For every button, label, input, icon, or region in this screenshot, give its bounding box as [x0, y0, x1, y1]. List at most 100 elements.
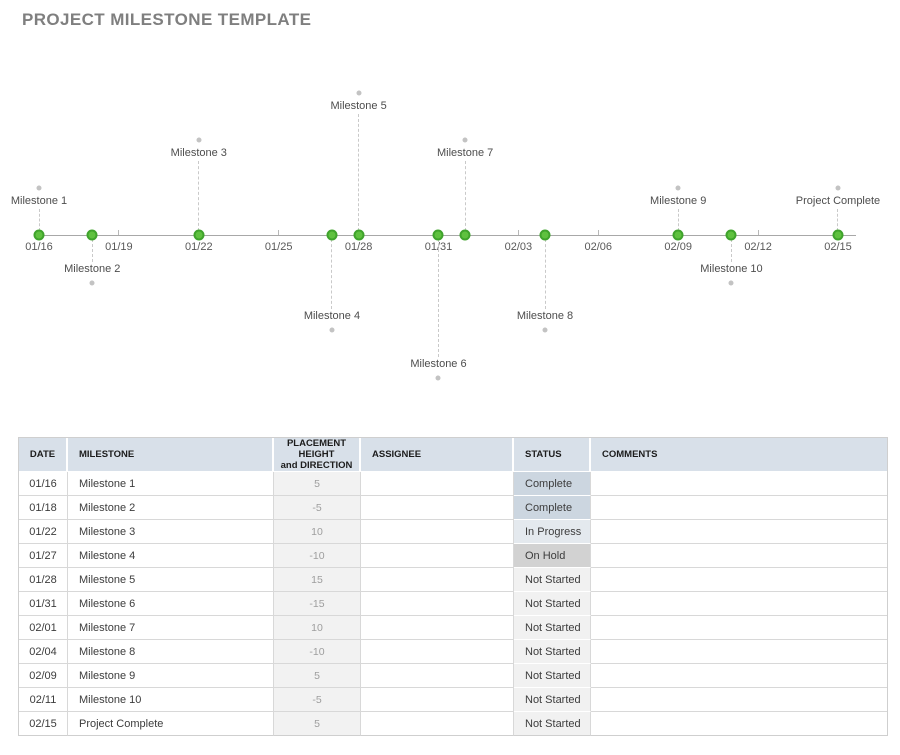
cell-comments[interactable] [591, 520, 887, 544]
cell-date[interactable]: 01/31 [19, 592, 68, 616]
cell-placement[interactable]: -5 [274, 496, 361, 520]
milestone-node [432, 229, 444, 241]
cell-milestone[interactable]: Milestone 2 [68, 496, 274, 520]
cell-date[interactable]: 02/09 [19, 664, 68, 688]
cell-status[interactable]: Not Started [514, 616, 591, 640]
column-header-comments: COMMENTS [591, 438, 887, 472]
axis-date-label: 02/09 [664, 241, 692, 253]
milestone-label-dot [675, 185, 681, 190]
axis-date-label: 02/12 [744, 241, 772, 253]
milestone-label: Milestone 1 [10, 194, 68, 207]
cell-milestone[interactable]: Milestone 4 [68, 544, 274, 568]
axis-date-label: 02/03 [504, 241, 533, 253]
cell-date[interactable]: 02/15 [19, 712, 68, 736]
cell-assignee[interactable] [361, 592, 514, 616]
cell-status[interactable]: On Hold [514, 544, 591, 568]
cell-comments[interactable] [591, 712, 887, 736]
table-row: 02/09 Milestone 9 5 Not Started [19, 664, 887, 688]
page-title: PROJECT MILESTONE TEMPLATE [22, 10, 312, 29]
cell-placement[interactable]: 10 [274, 616, 361, 640]
cell-date[interactable]: 02/04 [19, 640, 68, 664]
cell-placement[interactable]: 5 [274, 664, 361, 688]
table-row: 02/04 Milestone 8 -10 Not Started [19, 640, 887, 664]
cell-status[interactable]: Not Started [514, 688, 591, 712]
cell-comments[interactable] [591, 592, 887, 616]
cell-date[interactable]: 01/18 [19, 496, 68, 520]
cell-comments[interactable] [591, 664, 887, 688]
cell-comments[interactable] [591, 640, 887, 664]
column-header-status: STATUS [514, 438, 591, 472]
milestone-label-dot [36, 185, 42, 190]
milestone-label: Milestone 8 [516, 310, 574, 322]
cell-status[interactable]: Not Started [514, 664, 591, 688]
cell-milestone[interactable]: Milestone 8 [68, 640, 274, 664]
cell-milestone[interactable]: Milestone 10 [68, 688, 274, 712]
cell-milestone[interactable]: Milestone 6 [68, 592, 274, 616]
column-header-date: DATE [19, 438, 68, 472]
cell-comments[interactable] [591, 616, 887, 640]
cell-date[interactable]: 01/16 [19, 472, 68, 496]
axis-date-label: 01/28 [344, 241, 373, 253]
milestone-label-dot [462, 137, 468, 143]
milestone-node [672, 229, 684, 241]
cell-assignee[interactable] [361, 640, 514, 664]
milestone-label: Milestone 5 [330, 99, 387, 112]
cell-placement[interactable]: -15 [274, 592, 361, 616]
cell-date[interactable]: 02/01 [19, 616, 68, 640]
cell-placement[interactable]: -10 [274, 544, 361, 568]
cell-milestone[interactable]: Milestone 3 [68, 520, 274, 544]
cell-comments[interactable] [591, 472, 887, 496]
cell-status[interactable]: Not Started [514, 568, 591, 592]
cell-status[interactable]: Not Started [514, 640, 591, 664]
table-body: 01/16 Milestone 1 5 Complete 01/18 Milestone … [19, 472, 887, 736]
cell-comments[interactable] [591, 688, 887, 712]
cell-comments[interactable] [591, 544, 887, 568]
cell-assignee[interactable] [361, 568, 514, 592]
table-row: 01/16 Milestone 1 5 Complete [19, 472, 887, 496]
cell-assignee[interactable] [361, 496, 514, 520]
cell-placement[interactable]: -5 [274, 688, 361, 712]
cell-assignee[interactable] [361, 472, 514, 496]
cell-status[interactable]: Not Started [514, 592, 591, 616]
axis-tick [517, 230, 519, 235]
milestone-label-dot [435, 375, 441, 380]
cell-milestone[interactable]: Milestone 1 [68, 472, 274, 496]
cell-assignee[interactable] [361, 520, 514, 544]
milestone-label: Milestone 3 [170, 147, 227, 159]
milestone-leader-line [544, 239, 546, 309]
milestone-leader-line [837, 208, 839, 231]
cell-placement[interactable]: 5 [274, 472, 361, 496]
cell-date[interactable]: 02/11 [19, 688, 68, 712]
milestone-label: Milestone 6 [410, 357, 467, 370]
cell-assignee[interactable] [361, 544, 514, 568]
cell-comments[interactable] [591, 496, 887, 520]
cell-status[interactable]: Complete [514, 472, 591, 496]
cell-date[interactable]: 01/22 [19, 520, 68, 544]
cell-status[interactable]: In Progress [514, 520, 591, 544]
milestone-label: Project Complete [795, 194, 881, 207]
cell-placement[interactable]: 10 [274, 520, 361, 544]
cell-date[interactable]: 01/28 [19, 568, 68, 592]
cell-milestone[interactable]: Milestone 9 [68, 664, 274, 688]
cell-placement[interactable]: 5 [274, 712, 361, 736]
cell-assignee[interactable] [361, 616, 514, 640]
axis-date-label: 01/16 [25, 241, 53, 253]
table-row: 01/28 Milestone 5 15 Not Started [19, 568, 887, 592]
table-row: 02/01 Milestone 7 10 Not Started [19, 616, 887, 640]
cell-date[interactable]: 01/27 [19, 544, 68, 568]
cell-assignee[interactable] [361, 688, 514, 712]
cell-placement[interactable]: -10 [274, 640, 361, 664]
cell-placement[interactable]: 15 [274, 568, 361, 592]
cell-assignee[interactable] [361, 712, 514, 736]
cell-comments[interactable] [591, 568, 887, 592]
cell-status[interactable]: Complete [514, 496, 591, 520]
milestone-leader-line [730, 239, 732, 262]
cell-status[interactable]: Not Started [514, 712, 591, 736]
cell-assignee[interactable] [361, 664, 514, 688]
cell-milestone[interactable]: Project Complete [68, 712, 274, 736]
table-row: 02/11 Milestone 10 -5 Not Started [19, 688, 887, 712]
milestone-node [832, 229, 844, 241]
cell-milestone[interactable]: Milestone 5 [68, 568, 274, 592]
cell-milestone[interactable]: Milestone 7 [68, 616, 274, 640]
milestone-leader-line [437, 239, 439, 357]
